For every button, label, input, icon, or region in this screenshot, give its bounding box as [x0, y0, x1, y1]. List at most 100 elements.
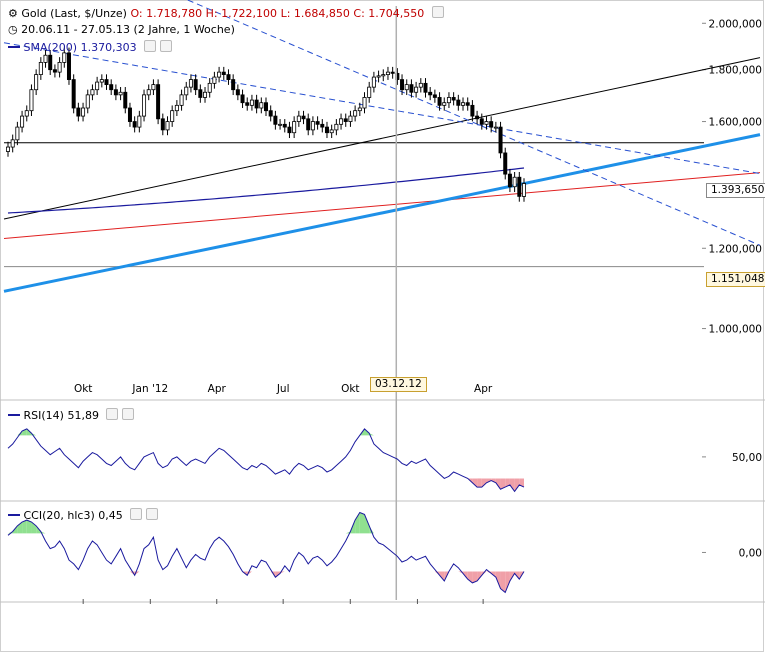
candle-body [85, 94, 90, 109]
sma-settings-icon[interactable] [144, 40, 157, 52]
candle-body [461, 102, 466, 106]
candle-body [259, 102, 264, 109]
candle-body [99, 79, 104, 83]
candle-body [273, 115, 278, 125]
cci-y-tick-label: 0,00 [739, 547, 762, 559]
candle-body [414, 86, 419, 93]
candle-body [498, 126, 503, 154]
candle-body [301, 115, 306, 120]
blue-support-trendline [3, 133, 761, 293]
candle-body [95, 81, 100, 91]
cci-oversold-fill [434, 571, 440, 576]
candle-body [423, 82, 428, 93]
candle-body [165, 121, 170, 131]
candle-body [315, 121, 320, 125]
candle-body [188, 79, 193, 88]
candle-body [451, 97, 456, 101]
candle-body [334, 123, 339, 131]
candle-body [118, 91, 123, 96]
candle-body [324, 126, 329, 134]
rsi-settings-icon[interactable] [106, 408, 119, 420]
dashed-upper-trendline [3, 42, 761, 175]
candle-body [104, 79, 109, 86]
cci-overbought-fill [26, 520, 32, 534]
candle-body [226, 74, 231, 80]
high-value: H: 1.722,100 [205, 7, 278, 20]
rsi-oversold-fill [477, 478, 482, 488]
cci-legend[interactable]: CCI(20, hlc3) 0,45 [8, 508, 159, 522]
candle-body [142, 94, 147, 117]
rsi-close-icon[interactable] [122, 408, 135, 420]
candle-body [437, 97, 442, 106]
candle-body [52, 69, 57, 73]
candle-body [123, 91, 128, 109]
cci-oversold-fill [500, 571, 506, 593]
candle-body [512, 176, 517, 188]
candle-body [390, 71, 395, 74]
candle-body [385, 71, 390, 76]
candle-body [66, 52, 71, 80]
candle-body [418, 82, 423, 88]
candle-body [90, 89, 95, 96]
rsi-oversold-fill [495, 478, 501, 490]
candle-body [81, 107, 86, 117]
candle-body [517, 176, 522, 197]
candle-body [203, 91, 208, 98]
candle-body [446, 97, 451, 104]
candle-body [146, 89, 151, 96]
cci-name: CCI(20, hlc3) [23, 509, 95, 522]
y-tick-label: 1.800,000 [709, 65, 762, 77]
candle-body [160, 118, 165, 131]
rsi-oversold-fill [509, 478, 515, 492]
candle-body [522, 183, 527, 197]
black-trendline [3, 57, 761, 220]
candle-body [212, 76, 217, 84]
cci-close-icon[interactable] [146, 508, 159, 520]
candle-body [489, 121, 494, 128]
candle-body [371, 76, 376, 88]
rsi-y-tick-label: 50,00 [732, 452, 762, 464]
date-range-header: ◷ 20.06.11 - 27.05.13 (2 Jahre, 1 Woche) [8, 23, 235, 36]
sma-close-icon[interactable] [160, 40, 173, 52]
candle-body [400, 79, 405, 91]
symbol-label: Gold (Last, $/Unze) [21, 7, 127, 20]
candle-body [470, 104, 475, 117]
candle-body [174, 104, 179, 112]
candle-body [198, 89, 203, 98]
rsi-oversold-fill [514, 478, 520, 492]
rsi-name: RSI(14) [23, 409, 64, 422]
candle-body [310, 121, 315, 131]
candle-body [6, 146, 11, 152]
close-icon[interactable] [431, 6, 444, 18]
cci-value: 0,45 [98, 509, 123, 522]
cci-overbought-fill [359, 512, 365, 534]
candle-body [353, 110, 358, 117]
y-tick-label: 1.600,000 [709, 117, 762, 129]
sma-legend[interactable]: SMA(200) 1.370,303 [8, 40, 173, 54]
x-tick-label: Okt [341, 383, 359, 395]
low-value: L: 1.684,850 [280, 7, 350, 20]
candle-body [15, 126, 20, 141]
candle-body [348, 115, 353, 122]
candle-body [62, 52, 67, 63]
candle-body [113, 89, 118, 96]
candle-body [48, 54, 53, 71]
candle-body [38, 62, 43, 76]
rsi-line [7, 428, 525, 493]
cci-oversold-fill [439, 571, 445, 581]
candle-body [278, 123, 283, 126]
settings-icon[interactable]: ⚙ [8, 7, 18, 20]
y-tick-label: 1.000,000 [709, 324, 762, 336]
rsi-swatch [8, 414, 20, 416]
candle-body [292, 121, 297, 134]
candle-body [109, 84, 114, 91]
candle-body [339, 118, 344, 125]
candle-body [221, 71, 226, 76]
candle-body [57, 62, 62, 73]
rsi-legend[interactable]: RSI(14) 51,89 [8, 408, 135, 422]
candle-body [357, 107, 362, 112]
cci-settings-icon[interactable] [130, 508, 143, 520]
candle-body [362, 97, 367, 109]
